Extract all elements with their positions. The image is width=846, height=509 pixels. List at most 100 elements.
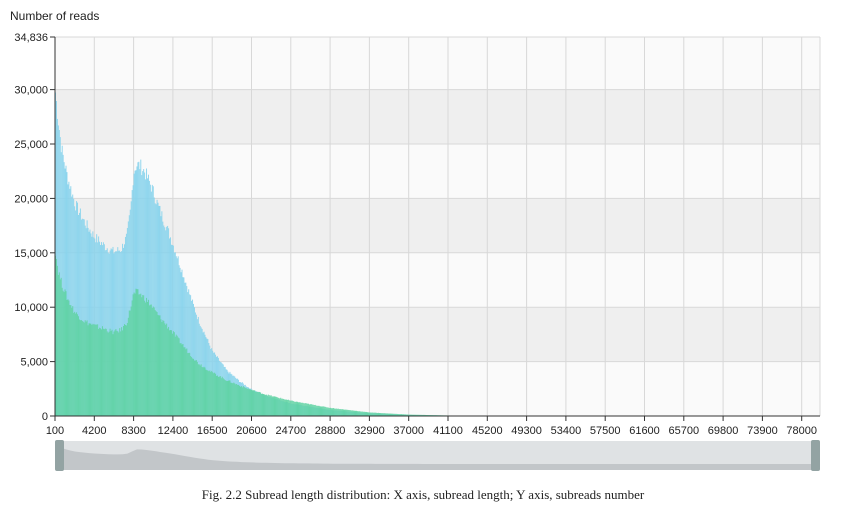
x-tick-label: 53400 — [551, 425, 582, 437]
histogram-bar — [337, 408, 339, 416]
histogram-bar — [147, 299, 149, 416]
histogram-bar — [61, 145, 63, 416]
histogram-bar — [220, 378, 222, 416]
histogram-bar — [218, 376, 220, 416]
histogram-bar — [122, 243, 124, 416]
background-band — [55, 89, 820, 145]
histogram-bar — [237, 384, 239, 416]
histogram-bar — [252, 390, 254, 416]
histogram-bar — [169, 330, 171, 416]
histogram-bar — [138, 161, 140, 416]
histogram-bar — [269, 395, 271, 416]
histogram-bar — [148, 180, 150, 416]
range-navigator[interactable] — [55, 440, 820, 471]
histogram-bar — [139, 294, 141, 416]
histogram-bar — [235, 384, 237, 416]
x-tick-label: 57500 — [590, 425, 621, 437]
histogram-bar — [375, 412, 377, 416]
histogram-bar — [142, 295, 144, 416]
histogram-bar — [178, 338, 180, 416]
histogram-bar — [89, 229, 91, 416]
histogram-bar — [367, 412, 369, 416]
histogram-bar — [211, 370, 213, 416]
histogram-bar — [369, 412, 371, 416]
histogram-bar — [338, 409, 340, 416]
histogram-bar — [101, 242, 102, 416]
histogram-bar — [236, 383, 238, 416]
histogram-bar — [315, 405, 317, 416]
histogram-bar — [392, 413, 394, 416]
histogram-bar — [187, 353, 189, 416]
x-tick-label: 78000 — [786, 425, 817, 437]
histogram-bar — [250, 389, 252, 416]
y-tick-label: 30,000 — [14, 85, 48, 97]
histogram-bar — [81, 218, 83, 416]
histogram-bar — [290, 400, 292, 416]
histogram-bar — [98, 236, 100, 416]
histogram-bar — [253, 390, 255, 416]
histogram-bar — [295, 401, 297, 416]
histogram-bar — [179, 267, 181, 416]
histogram-bar — [93, 324, 95, 416]
histogram-bar — [101, 329, 102, 416]
histogram-bar — [368, 412, 370, 416]
background-band — [55, 37, 820, 90]
histogram-bar — [116, 330, 118, 416]
x-tick-label: 16500 — [197, 425, 228, 437]
x-tick-label: 61600 — [629, 425, 660, 437]
histogram-bar — [158, 205, 160, 416]
histogram-bar — [126, 322, 128, 416]
x-tick-label: 65700 — [669, 425, 700, 437]
histogram-bar — [300, 402, 302, 416]
histogram-bar — [74, 311, 76, 416]
histogram-bar — [425, 414, 427, 416]
histogram-bar — [371, 412, 373, 416]
histogram-bar — [422, 414, 424, 416]
histogram-bar — [146, 168, 148, 416]
histogram-bar — [78, 215, 79, 416]
histogram-bar — [380, 413, 382, 416]
navigator-right-handle[interactable] — [811, 440, 820, 471]
histogram-bar — [282, 398, 284, 416]
histogram-bar — [310, 404, 312, 416]
histogram-bar — [63, 292, 65, 416]
histogram-bar — [168, 326, 170, 416]
histogram-bar — [164, 323, 166, 416]
histogram-bar — [307, 403, 309, 416]
histogram-bar — [155, 311, 157, 416]
histogram-bar — [186, 348, 188, 416]
histogram-bar — [270, 395, 272, 416]
histogram-bar — [121, 327, 123, 416]
histogram-bar — [171, 333, 173, 416]
histogram-bar — [192, 299, 194, 416]
histogram-bar — [284, 399, 286, 416]
histogram-bar — [176, 335, 178, 416]
histogram-bar — [147, 174, 149, 416]
histogram-bar — [177, 256, 179, 416]
histogram-bar — [401, 414, 402, 416]
histogram-bar — [304, 403, 306, 416]
histogram-bar — [129, 310, 131, 416]
histogram-bar — [62, 290, 64, 416]
histogram-bar — [281, 398, 283, 416]
histogram-bar — [61, 287, 63, 416]
histogram-bar — [119, 328, 121, 416]
histogram-bar — [66, 172, 68, 416]
histogram-bar — [365, 411, 367, 416]
histogram-bar — [183, 277, 185, 416]
histogram-bar — [246, 388, 248, 416]
histogram-bar — [412, 414, 414, 416]
histogram-bar — [277, 397, 279, 416]
histogram-bar — [159, 205, 161, 416]
histogram-bar — [97, 324, 99, 416]
histogram-bar — [122, 330, 124, 416]
navigator-left-handle[interactable] — [55, 440, 64, 471]
histogram-bar — [71, 196, 73, 416]
histogram-bar — [421, 414, 423, 416]
histogram-bar — [302, 402, 304, 416]
histogram-bar — [193, 360, 195, 416]
histogram-bar — [133, 292, 135, 416]
histogram-bar — [314, 404, 316, 416]
histogram-bar — [210, 371, 212, 416]
